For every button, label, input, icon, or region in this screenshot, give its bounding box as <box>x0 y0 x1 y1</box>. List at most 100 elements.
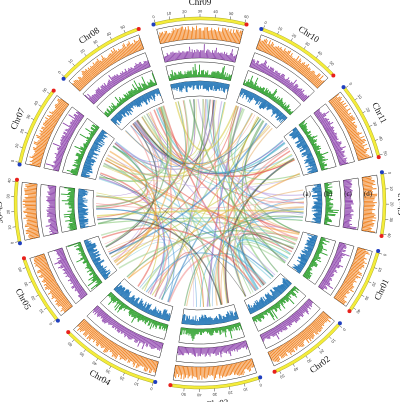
chr12-end-marker <box>379 233 384 238</box>
chr09-tick-label: 20 <box>182 9 188 14</box>
chr01-track-d-bars <box>333 247 370 305</box>
chr03-tick-label: 0 <box>258 383 262 389</box>
chr10-track-b-frame <box>242 70 302 116</box>
chr02-tick-label: 20 <box>318 348 325 355</box>
chr07-track-a-bars <box>80 129 108 178</box>
chr07-tick-label: 0 <box>10 159 16 163</box>
chr01-tick <box>368 281 372 284</box>
chr10-ideogram <box>262 27 334 76</box>
chr07-end-marker <box>51 88 56 93</box>
chr10-tick <box>277 31 280 35</box>
track-label-c: (c) <box>344 190 352 198</box>
chr02-track-b-frame <box>251 285 307 332</box>
track-label-b: (b) <box>324 190 333 198</box>
chr03-track-d-frame <box>172 358 257 383</box>
chr04-tick <box>122 372 125 376</box>
chr01-tick <box>361 294 365 297</box>
chr07-tick-label: 50 <box>41 86 48 93</box>
chr01-tick-label: 40 <box>355 308 362 315</box>
chr08-tick-label: 40 <box>105 30 112 37</box>
chr07-track-d-bars <box>29 98 69 167</box>
chr05-track-c-frame <box>47 247 88 305</box>
chr05-tick-label: 20 <box>29 294 36 301</box>
chr04-tick <box>96 358 99 362</box>
chr11-tick <box>362 111 366 114</box>
chr07-tick-label: 20 <box>19 127 26 134</box>
chr11-tick-label: 10 <box>357 93 364 100</box>
chr03-tick-label: 10 <box>242 387 248 393</box>
chr07-tick <box>30 117 34 120</box>
chr04-tick <box>152 382 154 386</box>
chr10-end-marker <box>331 73 336 78</box>
chr11-track-c-frame <box>313 103 355 166</box>
chr10-tick <box>290 38 293 41</box>
synteny-link <box>95 197 304 210</box>
chr10-start-marker <box>259 26 264 31</box>
chr01-track-b-frame <box>302 236 337 285</box>
chr09-tick-label: 30 <box>198 8 203 13</box>
chr09-tick-label: 50 <box>229 11 235 17</box>
chr09-ideogram <box>154 16 246 26</box>
chr08-track-b-bars <box>103 73 157 118</box>
chr05-tick <box>28 281 32 284</box>
synteny-link <box>96 208 175 303</box>
chr04-tick-label: 20 <box>118 375 125 382</box>
chr09-end-marker <box>244 22 249 27</box>
chr09-track-d-frame <box>156 23 244 45</box>
genomic-tracks <box>20 23 380 383</box>
chr02-track-c-frame <box>259 298 321 349</box>
chr11-tick-label: 40 <box>378 135 384 142</box>
chr01-label: Chr01 <box>372 277 391 302</box>
chr02-tick <box>305 355 308 359</box>
chr08-tick-label: 10 <box>67 57 74 64</box>
chr12-track-b-frame <box>323 180 342 228</box>
chr05-tick <box>43 307 47 310</box>
chr01-tick-label: 30 <box>363 295 370 302</box>
chr09-tick-label: 60 <box>244 14 250 20</box>
chr02-track-d-bars <box>268 311 332 362</box>
chr05-tick <box>22 267 26 269</box>
chr06-track-b-frame <box>58 186 78 233</box>
chr06-ideogram <box>13 181 22 242</box>
chr02-start-marker <box>337 321 342 326</box>
chr04-end-marker <box>66 330 71 335</box>
chr08-track-d-bars <box>72 37 144 92</box>
synteny-link <box>232 225 301 297</box>
chr05-end-marker <box>21 256 26 261</box>
chr12-track-b-bars <box>324 182 339 226</box>
chr04-tick <box>83 349 86 353</box>
chr04-tick-label: 40 <box>91 360 98 367</box>
chr02-track-b-bars <box>252 286 300 323</box>
chr03-label: Chr03 <box>206 397 230 402</box>
synteny-link <box>102 105 173 176</box>
synteny-link <box>96 194 211 307</box>
chr03-ideogram <box>171 376 260 390</box>
chr06-track-c-frame <box>39 184 59 237</box>
chr07-label: Chr07 <box>8 106 27 131</box>
chr08-end-marker <box>136 26 141 31</box>
chr06-label: Chr06 <box>0 201 5 224</box>
chr01-start-marker <box>376 249 381 254</box>
synteny-link <box>97 100 188 219</box>
chr10-track-b-bars <box>243 75 294 115</box>
chr11-tick <box>354 98 358 101</box>
synteny-link <box>99 106 171 182</box>
chr10-tick-label: 10 <box>277 25 284 32</box>
chr07-track-c-frame <box>43 106 85 172</box>
synteny-link <box>162 105 262 288</box>
synteny-link <box>254 189 304 234</box>
chr08-track-b-frame <box>96 70 158 118</box>
chr08-tick <box>84 53 87 57</box>
chr06-tick-label: 20 <box>5 209 10 214</box>
synteny-link <box>147 232 299 294</box>
synteny-link <box>126 229 296 278</box>
chr08-tick <box>123 29 126 33</box>
chr04-track-c-frame <box>86 305 164 359</box>
chr11-end-marker <box>376 155 381 160</box>
chromosome-ideograms: 0102030400102030405001020304050010203040… <box>5 8 394 397</box>
synteny-link <box>161 99 204 300</box>
chr01-tick <box>379 253 383 255</box>
chr09-tick-label: 40 <box>213 9 219 14</box>
chr08-start-marker <box>61 76 66 81</box>
synteny-link <box>105 106 169 248</box>
